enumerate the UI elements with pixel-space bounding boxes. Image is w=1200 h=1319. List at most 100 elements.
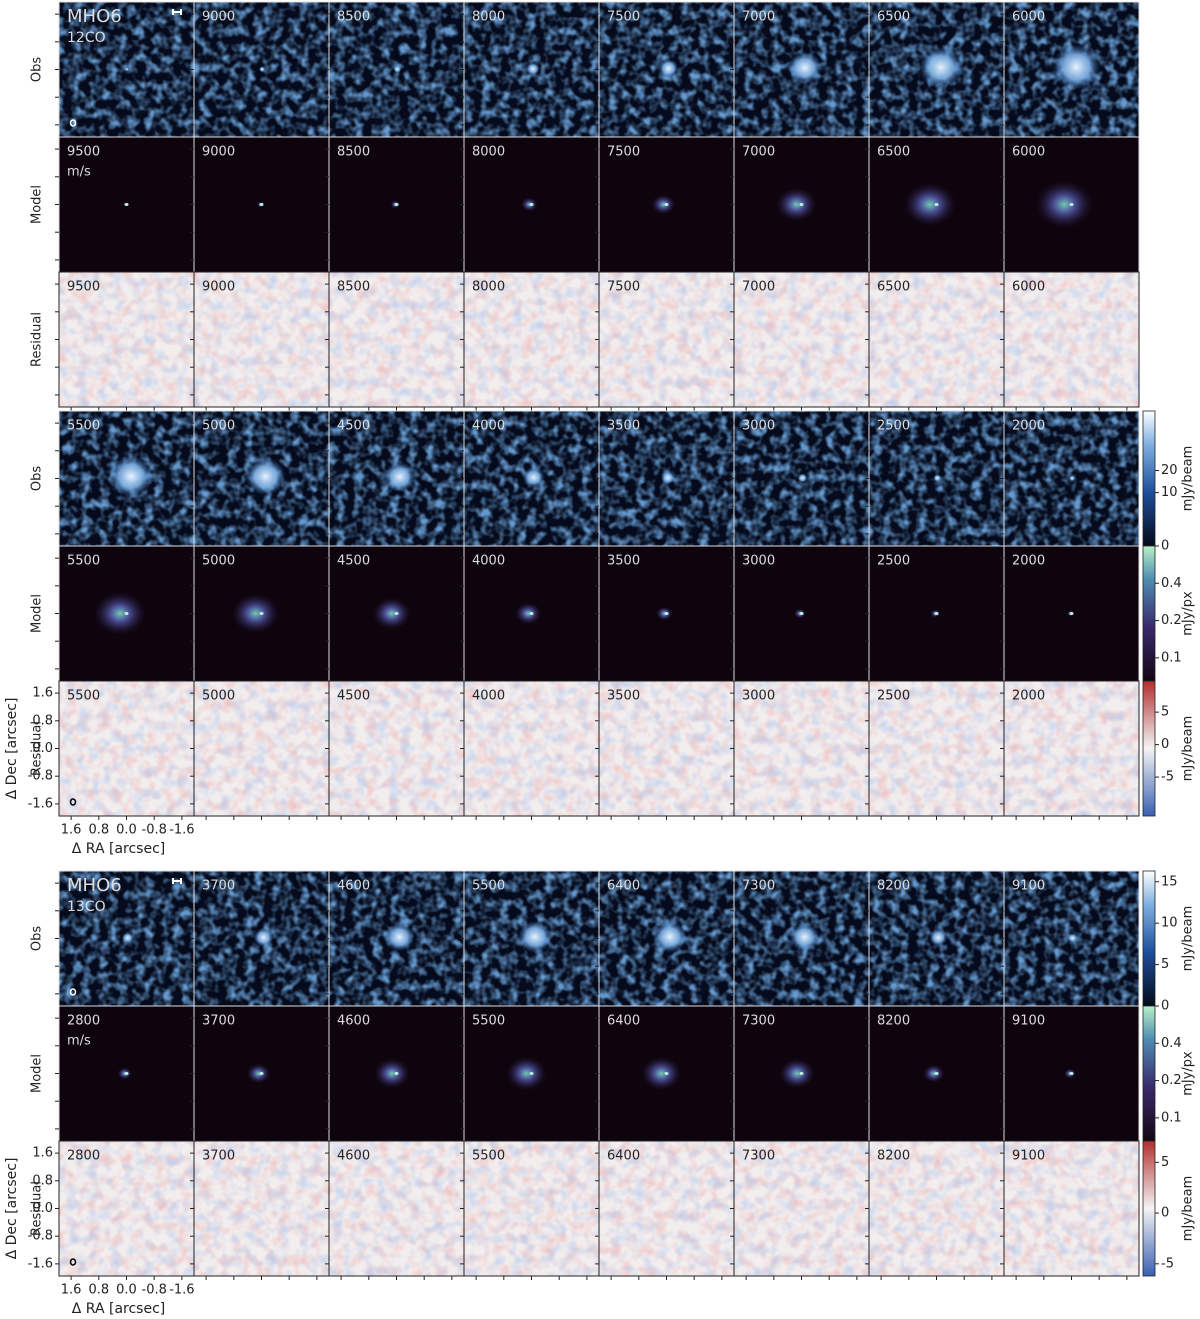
panel: 7500: [595, 1, 735, 141]
panel: 9000: [190, 136, 330, 276]
core: [1069, 203, 1074, 206]
emission: [93, 591, 147, 636]
panel: 5500: [460, 870, 600, 1010]
panel: 6000: [1000, 1, 1140, 141]
velocity-label: 5000: [202, 554, 235, 569]
panel: 2000: [1000, 680, 1140, 820]
noise: [59, 272, 194, 407]
core: [529, 1072, 534, 1075]
core: [1069, 612, 1074, 615]
velocity-label: 5000: [202, 689, 235, 704]
noise: [869, 272, 1004, 407]
colorbar-tick-label: 0.2: [1161, 613, 1182, 628]
x-tick-label: -1.6: [169, 1283, 194, 1298]
emission: [108, 455, 153, 498]
emission: [522, 466, 545, 488]
panel: 2500: [865, 410, 1005, 550]
velocity-label: 2000: [1012, 689, 1045, 704]
panel: 7300: [730, 870, 870, 1010]
x-tick-label: 1.6: [61, 823, 82, 838]
y-tick-label: -0.8: [28, 1229, 53, 1244]
noise: [59, 681, 194, 816]
emission: [253, 928, 274, 947]
emission: [656, 606, 673, 621]
emission: [903, 182, 957, 227]
beam: [69, 798, 77, 806]
core: [259, 612, 264, 615]
line-name: 13CO: [67, 899, 106, 915]
emission: [506, 1056, 547, 1091]
emission: [525, 62, 540, 76]
panel: 3000: [730, 410, 870, 550]
panel: 3700: [190, 1140, 330, 1280]
velocity-label: 9100: [1012, 1149, 1045, 1164]
panel: 6500: [865, 136, 1005, 276]
panel: 8000: [460, 271, 600, 411]
velocity-label: 4000: [472, 554, 505, 569]
velocity-label: 4600: [337, 1014, 370, 1029]
emission: [923, 1064, 945, 1083]
noise: [599, 681, 734, 816]
panel: 4600: [325, 870, 465, 1010]
emission: [259, 66, 266, 73]
core: [259, 1072, 264, 1075]
y-tick-label: -1.6: [28, 796, 53, 811]
core: [394, 1072, 399, 1075]
noise: [1004, 1141, 1139, 1276]
velocity-label: 5000: [202, 419, 235, 434]
colorbar-tick-label: 0.1: [1161, 1110, 1182, 1125]
colorbar: [1142, 1140, 1156, 1277]
velocity-label: 8500: [337, 145, 370, 160]
noise: [464, 272, 599, 407]
panel: 5000: [190, 545, 330, 685]
velocity-label: 3000: [742, 419, 775, 434]
panel: 4600: [325, 1005, 465, 1145]
velocity-label: 5500: [67, 689, 100, 704]
core: [664, 612, 669, 615]
velocity-label: 7000: [742, 145, 775, 160]
colorbar-tick-label: 0: [1161, 737, 1169, 752]
panel: 8500: [325, 136, 465, 276]
colorbar: [1142, 410, 1156, 547]
velocity-label: 5500: [472, 1014, 505, 1029]
panel: 6000: [1000, 136, 1140, 276]
y-axis-label: Δ Dec [arcsec]: [4, 1158, 20, 1260]
colorbar: [1142, 680, 1156, 817]
colorbar-tick-label: -5: [1161, 1256, 1174, 1271]
x-axis-label: Δ RA [arcsec]: [72, 1301, 165, 1317]
y-tick-label: 0.8: [32, 713, 53, 728]
panel: 8200: [865, 1005, 1005, 1145]
row-label: Residual: [30, 721, 45, 776]
row-label: Residual: [30, 1181, 45, 1236]
beam: [69, 119, 77, 127]
velocity-label: 3700: [202, 1014, 235, 1029]
panel: 4000: [460, 680, 600, 820]
panel: 7500: [595, 271, 735, 411]
emission: [124, 67, 129, 72]
emission: [521, 197, 538, 212]
source-name: MHO6: [67, 875, 122, 896]
velocity-label: 7300: [742, 879, 775, 894]
velocity-label: 6400: [607, 879, 640, 894]
noise: [734, 681, 869, 816]
core: [529, 612, 534, 615]
velocity-label: 9500: [67, 280, 100, 295]
colorbar-label: mJy/beam: [1181, 446, 1196, 511]
panel: 7000: [730, 271, 870, 411]
colorbar-label: mJy/beam: [1181, 716, 1196, 781]
panel: 2500: [865, 680, 1005, 820]
velocity-unit: m/s: [67, 1034, 91, 1049]
colorbar-tick-label: 0: [1161, 1206, 1169, 1221]
panel: 3700: [190, 870, 330, 1010]
y-tick-label: 1.6: [32, 1146, 53, 1161]
emission: [372, 597, 411, 630]
core: [124, 1072, 129, 1075]
velocity-label: 8500: [337, 280, 370, 295]
panel: 3700: [190, 1005, 330, 1145]
panel: 7000: [730, 136, 870, 276]
core: [934, 612, 939, 615]
velocity-label: 5500: [472, 1149, 505, 1164]
panel: 2800 m/s: [55, 1005, 195, 1145]
panel: 7500: [595, 136, 735, 276]
